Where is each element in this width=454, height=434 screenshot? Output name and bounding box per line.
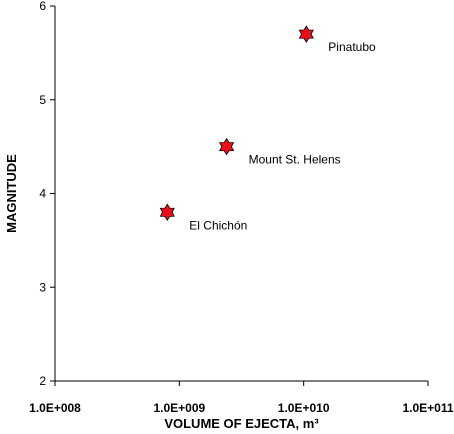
point-label: Pinatubo [328, 40, 376, 54]
y-tick-label: 6 [39, 0, 46, 13]
y-axis-title: MAGNITUDE [4, 154, 19, 233]
x-tick-label: 1.0E+009 [153, 401, 205, 415]
y-axis-ticks: 2 3 4 5 6 [39, 0, 55, 388]
star-marker [298, 25, 314, 43]
point-label: El Chichón [189, 218, 247, 232]
x-tick-label: 1.0E+008 [29, 401, 81, 415]
plot-area [54, 6, 428, 382]
x-axis-title: VOLUME OF EJECTA, m³ [164, 416, 319, 431]
star-marker [219, 137, 235, 156]
x-tick-label: 1.0E+010 [278, 401, 330, 415]
x-axis-ticks: 1.0E+008 1.0E+009 1.0E+010 1.0E+011 [29, 381, 454, 415]
star-marker [159, 203, 175, 222]
y-tick-label: 2 [39, 374, 46, 388]
y-tick-label: 3 [39, 280, 46, 294]
x-tick-label: 1.0E+011 [402, 401, 453, 415]
y-tick-label: 4 [39, 187, 46, 201]
data-points: El Chichón Mount St. Helens Pinatubo [159, 25, 376, 232]
y-tick-label: 5 [39, 93, 46, 107]
point-label: Mount St. Helens [249, 153, 341, 167]
